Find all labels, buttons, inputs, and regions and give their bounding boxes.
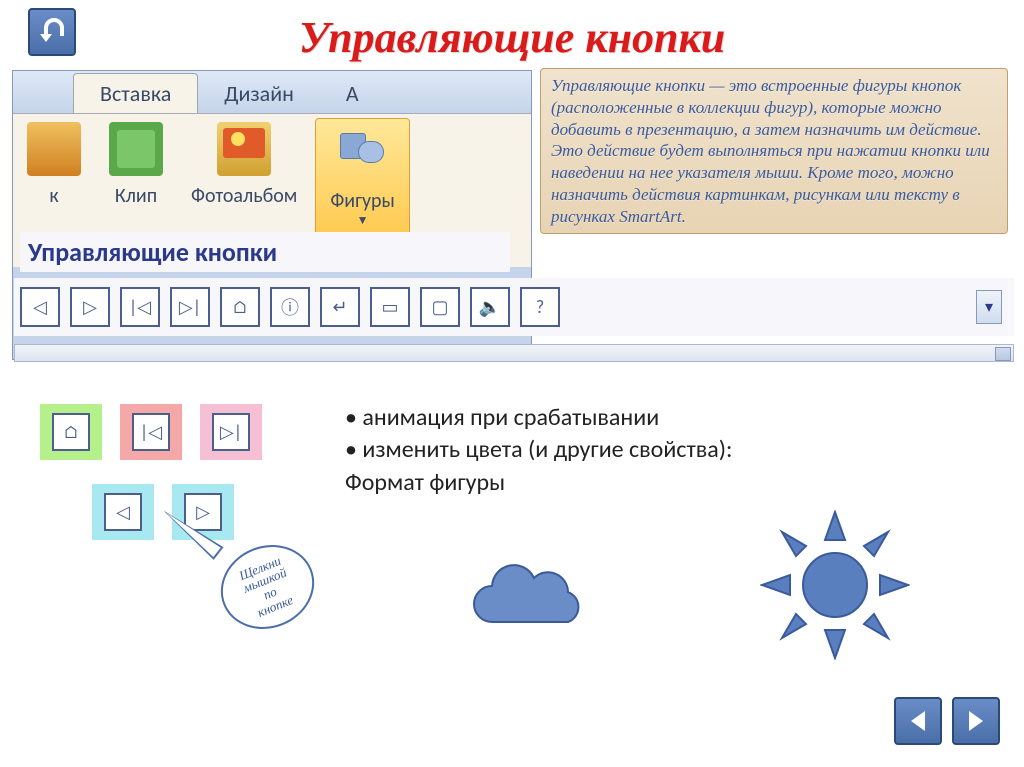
action-button-movie[interactable]: ▭ bbox=[370, 287, 410, 327]
action-button-home[interactable]: ⌂ bbox=[220, 287, 260, 327]
action-button-info[interactable]: ⓘ bbox=[270, 287, 310, 327]
action-buttons-gallery: ◁ ▷ |◁ ▷| ⌂ ⓘ ↵ ▭ ▢ 🔈 ? ▾ bbox=[14, 278, 1014, 336]
action-button-help[interactable]: ? bbox=[520, 287, 560, 327]
u-turn-icon bbox=[36, 16, 68, 48]
section-label: Управляющие кнопки bbox=[20, 232, 510, 272]
action-button-document[interactable]: ▢ bbox=[420, 287, 460, 327]
clip-icon bbox=[109, 122, 163, 176]
cloud-shape bbox=[462, 560, 598, 640]
box-icon bbox=[27, 122, 81, 176]
return-button[interactable] bbox=[28, 8, 76, 56]
gallery-more-button[interactable]: ▾ bbox=[976, 290, 1002, 324]
shapes-icon bbox=[336, 127, 390, 181]
action-button-first[interactable]: |◁ bbox=[120, 287, 160, 327]
ribbon-label-clip: Клип bbox=[115, 184, 157, 208]
example-last-icon[interactable]: ▷| bbox=[212, 413, 250, 451]
action-button-back[interactable]: ◁ bbox=[20, 287, 60, 327]
tab-partial[interactable]: А bbox=[320, 74, 385, 113]
example-cyan-back: ◁ bbox=[92, 484, 154, 540]
page-title: Управляющие кнопки bbox=[0, 0, 1024, 63]
ribbon-label-shapes: Фигуры bbox=[330, 189, 395, 213]
action-button-forward[interactable]: ▷ bbox=[70, 287, 110, 327]
info-callout: Управляющие кнопки — это встроенные фигу… bbox=[540, 68, 1008, 234]
next-slide-button[interactable] bbox=[952, 697, 1000, 745]
action-button-last[interactable]: ▷| bbox=[170, 287, 210, 327]
action-button-return[interactable]: ↵ bbox=[320, 287, 360, 327]
example-home-icon[interactable]: ⌂ bbox=[52, 413, 90, 451]
callout-oval: Щелкни мышкой по кнопке bbox=[208, 531, 327, 643]
example-green: ⌂ bbox=[40, 404, 102, 460]
ribbon-label-photoalbum: Фотоальбом bbox=[191, 184, 297, 208]
action-button-sound[interactable]: 🔈 bbox=[470, 287, 510, 327]
click-hint-callout: Щелкни мышкой по кнопке bbox=[204, 534, 324, 642]
triangle-right-icon bbox=[963, 708, 989, 734]
bullet-list: • анимация при срабатывании • изменить ц… bbox=[345, 402, 732, 499]
photoalbum-icon bbox=[217, 122, 271, 176]
horizontal-scrollbar[interactable] bbox=[14, 344, 1014, 362]
prev-slide-button[interactable] bbox=[894, 697, 942, 745]
bullet-3: Формат фигуры bbox=[345, 467, 732, 499]
tab-design[interactable]: Дизайн bbox=[198, 74, 320, 113]
example-pink: ▷| bbox=[200, 404, 262, 460]
example-red: |◁ bbox=[120, 404, 182, 460]
slide-nav bbox=[894, 697, 1000, 745]
example-first-icon[interactable]: |◁ bbox=[132, 413, 170, 451]
dropdown-caret-icon: ▼ bbox=[357, 213, 369, 228]
tab-insert[interactable]: Вставка bbox=[73, 73, 198, 113]
ribbon-label-prefix: к bbox=[49, 184, 58, 208]
triangle-left-icon bbox=[905, 708, 931, 734]
bullet-1: • анимация при срабатывании bbox=[345, 402, 732, 434]
sun-shape bbox=[760, 510, 910, 660]
bullet-2: • изменить цвета (и другие свойства): bbox=[345, 434, 732, 466]
example-back-icon[interactable]: ◁ bbox=[104, 493, 142, 531]
colored-examples-row1: ⌂ |◁ ▷| bbox=[40, 404, 262, 460]
